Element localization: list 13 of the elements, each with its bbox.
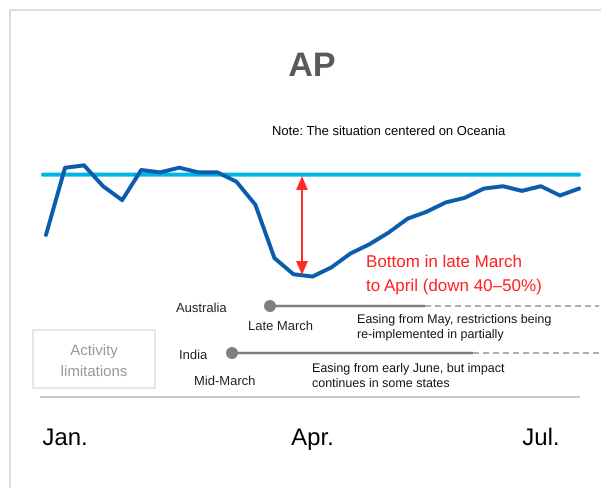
annotation: Late March xyxy=(248,318,314,333)
x-tick-label: Apr. xyxy=(291,424,334,451)
annotation: Australia xyxy=(176,300,228,315)
annotation: Easing from early June, but impact continues in some states xyxy=(312,361,505,390)
x-tick-label: Jul. xyxy=(522,424,560,451)
annotation: Activity limitations xyxy=(60,342,128,380)
annotation: Bottom in late March to April (down 40–50%) xyxy=(366,252,542,295)
annotation: Easing from May, restrictions being re-implemented in partially xyxy=(357,312,552,341)
chart-title: AP xyxy=(288,46,336,84)
x-tick-label: Jan. xyxy=(42,424,88,451)
annotation: India xyxy=(179,347,208,362)
text: Note: The situation centered on Oceania xyxy=(272,123,506,138)
annotation: Mid-March xyxy=(194,373,256,388)
